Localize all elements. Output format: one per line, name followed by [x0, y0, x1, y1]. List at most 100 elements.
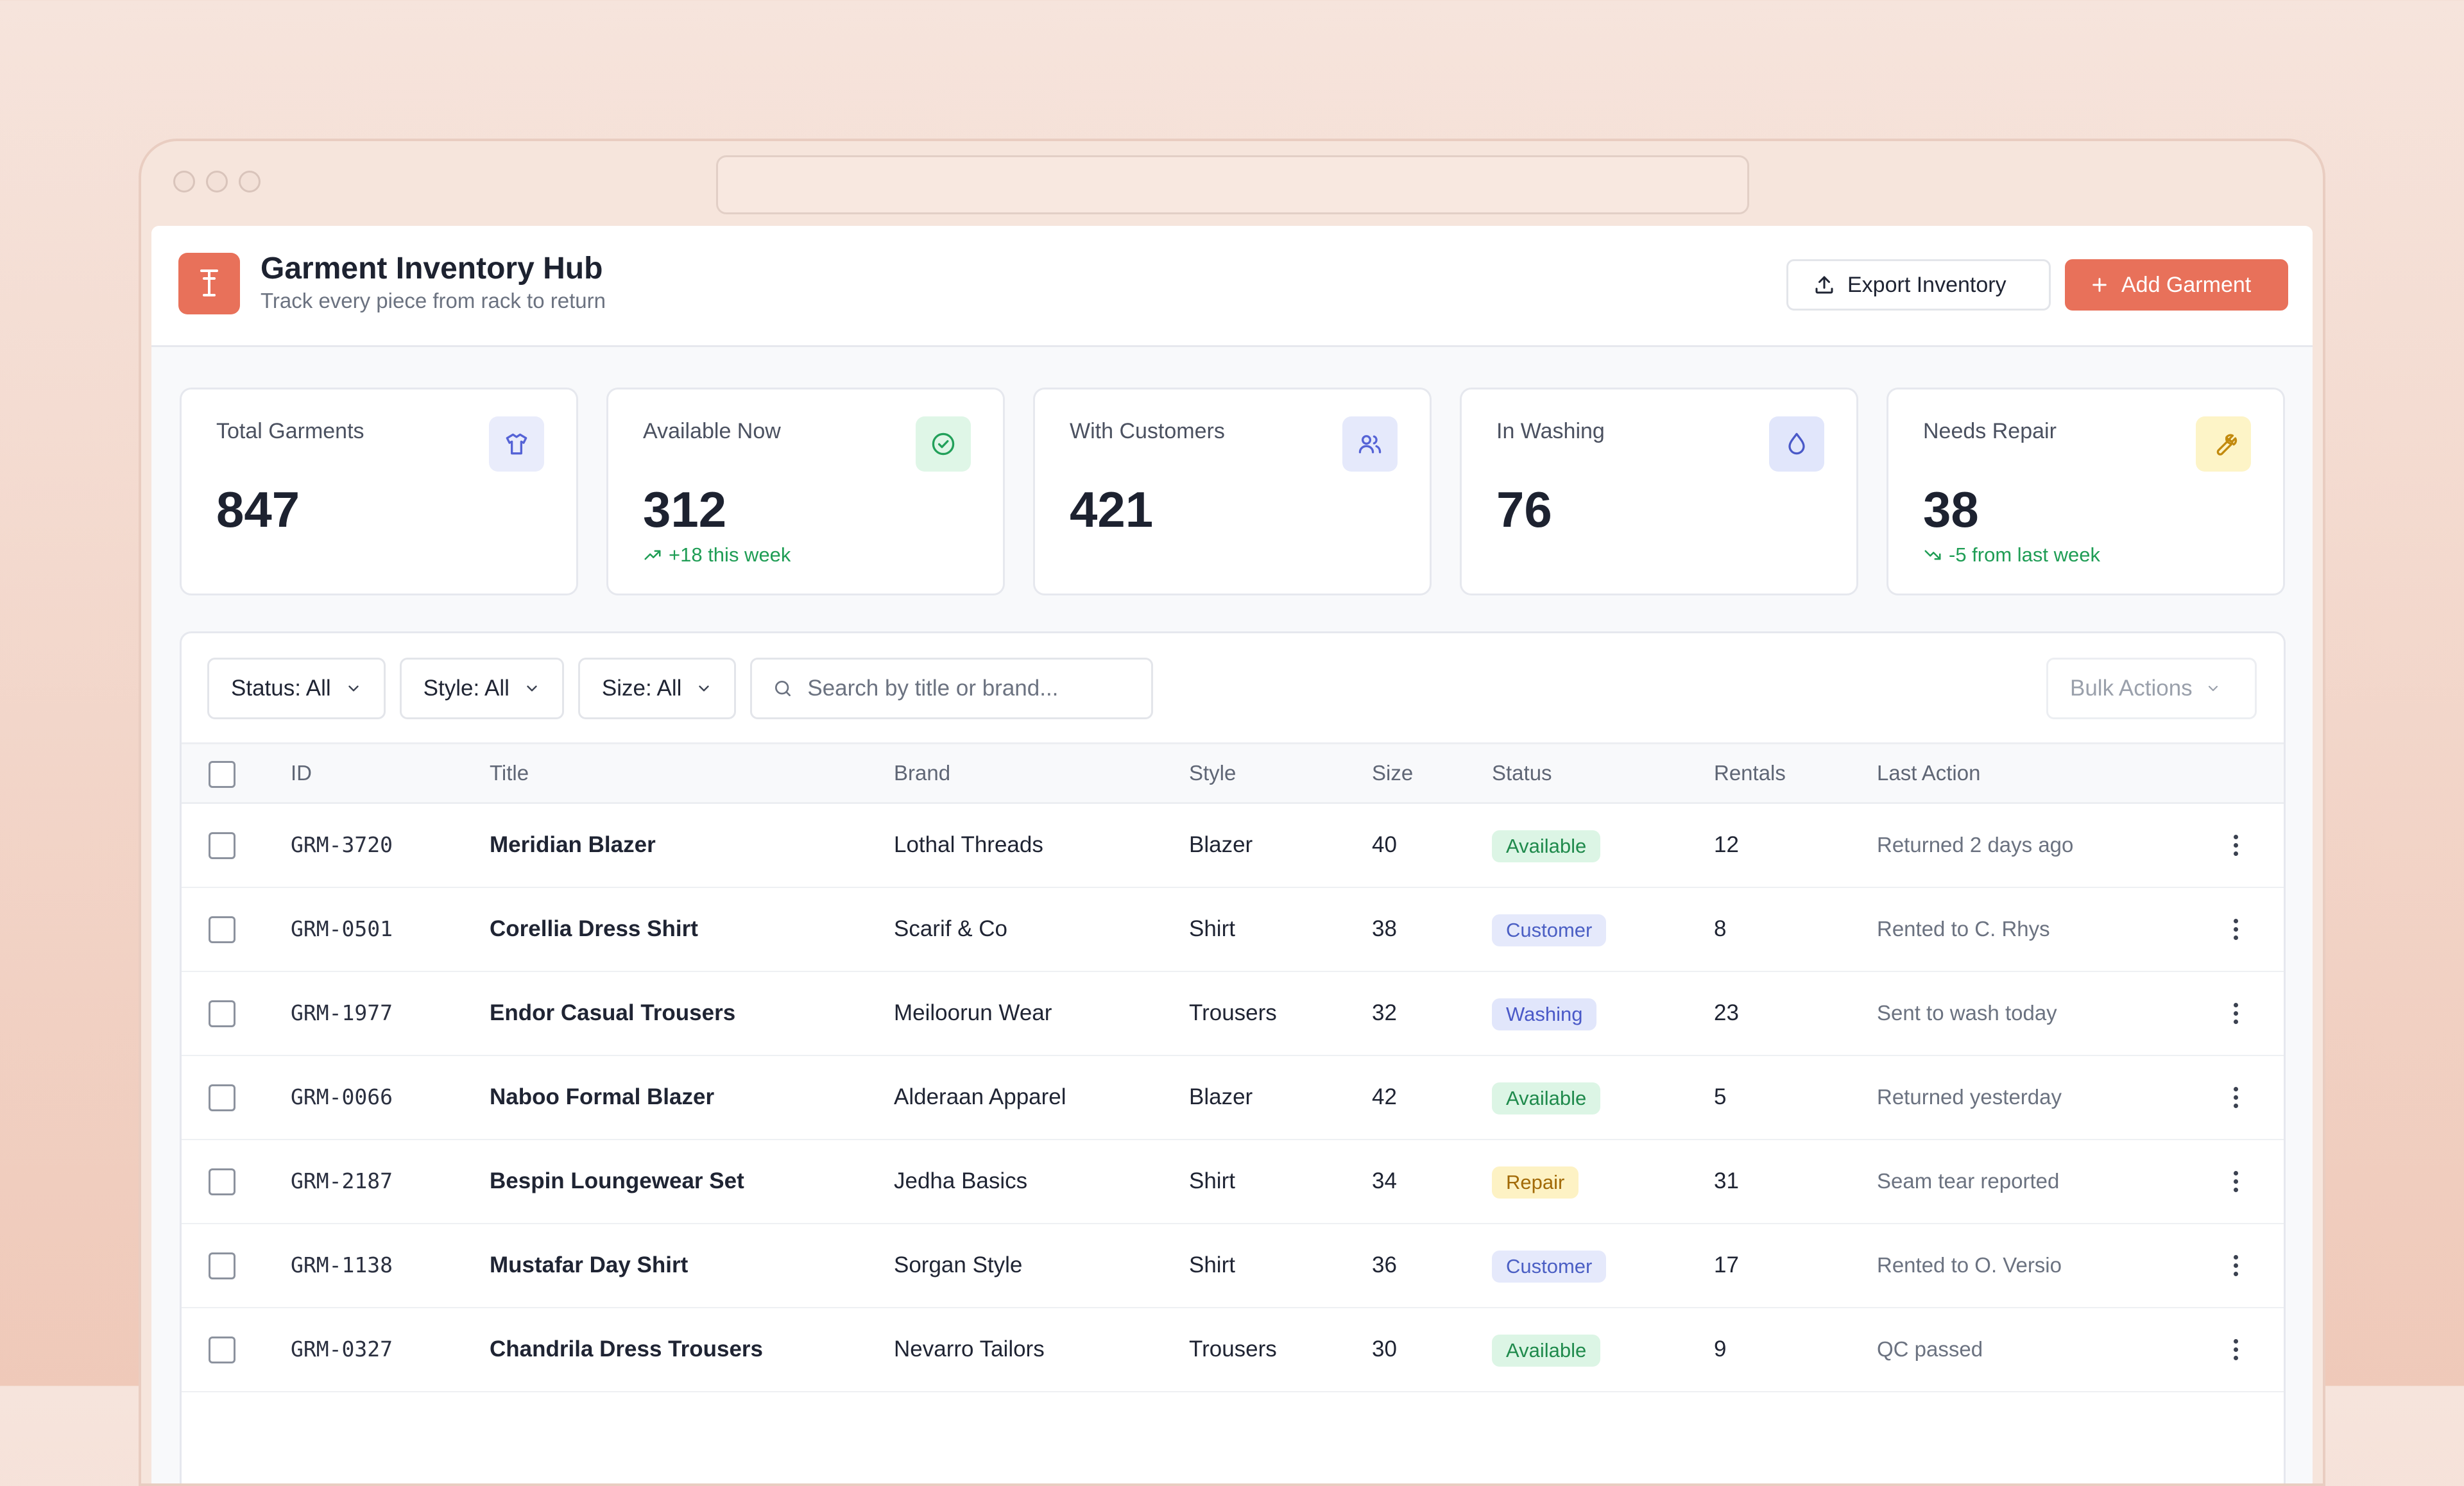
cell-id: GRM-0066 — [291, 1084, 393, 1109]
stat-card-in-washing: In Washing 76 — [1460, 388, 1858, 595]
table-row[interactable]: GRM-2187 Bespin Loungewear Set Jedha Basic… — [182, 1140, 2284, 1224]
cell-last-action: Sent to wash today — [1877, 1001, 2057, 1025]
style-filter[interactable]: Style: All — [399, 658, 564, 719]
droplet-icon — [1769, 416, 1824, 472]
cell-title: Naboo Formal Blazer — [490, 1084, 715, 1109]
stats-row: Total Garments 847 Available Now 312 +18 thi… — [180, 388, 2285, 595]
stat-label: With Customers — [1070, 419, 1225, 443]
page-subtitle: Track every piece from rack to return — [261, 289, 606, 312]
stat-trend: -5 from last week — [1923, 543, 2100, 567]
app-header: Garment Inventory Hub Track every piece … — [151, 226, 2313, 347]
cell-last-action: Rented to O. Versio — [1877, 1253, 2062, 1277]
chevron-down-icon — [527, 685, 537, 692]
more-options-icon[interactable] — [2232, 1003, 2239, 1024]
select-all-checkbox[interactable] — [209, 761, 235, 788]
app-container: Garment Inventory Hub Track every piece … — [151, 226, 2313, 1483]
cell-title: Endor Casual Trousers — [490, 1000, 736, 1025]
col-last-action[interactable]: Last Action — [1877, 761, 1981, 785]
table-row[interactable]: GRM-0066 Naboo Formal Blazer Alderaan Appa… — [182, 1056, 2284, 1140]
cell-last-action: Returned yesterday — [1877, 1085, 2062, 1109]
search-input[interactable]: Search by title or brand... — [750, 658, 1154, 719]
cell-rentals: 9 — [1714, 1337, 1727, 1362]
cell-status: Customer — [1492, 888, 1607, 970]
cell-rentals: 23 — [1714, 1000, 1739, 1025]
filter-bar: Status: All Style: All Size: All Search … — [207, 658, 1154, 719]
cell-rentals: 8 — [1714, 916, 1727, 941]
address-bar[interactable] — [716, 155, 1749, 214]
cell-title: Mustafar Day Shirt — [490, 1252, 689, 1277]
cell-size: 40 — [1372, 832, 1397, 857]
search-icon — [775, 681, 791, 696]
col-brand[interactable]: Brand — [894, 761, 951, 785]
size-filter[interactable]: Size: All — [578, 658, 737, 719]
cell-brand: Sorgan Style — [894, 1252, 1023, 1277]
more-options-icon[interactable] — [2232, 1339, 2239, 1360]
table-row[interactable]: GRM-3720 Meridian Blazer Lothal Threads Bla… — [182, 804, 2284, 888]
cell-size: 34 — [1372, 1168, 1397, 1193]
row-checkbox[interactable] — [209, 1000, 235, 1027]
status-badge: Available — [1492, 830, 1601, 862]
col-id[interactable]: ID — [291, 761, 312, 785]
cell-last-action: Seam tear reported — [1877, 1169, 2060, 1193]
row-checkbox[interactable] — [209, 832, 235, 859]
shirt-icon — [489, 416, 544, 472]
row-checkbox[interactable] — [209, 1084, 235, 1111]
maximize-window-dot[interactable] — [239, 171, 261, 192]
row-checkbox[interactable] — [209, 916, 235, 943]
cell-brand: Meiloorun Wear — [894, 1000, 1052, 1025]
cell-id: GRM-2187 — [291, 1168, 393, 1193]
col-title[interactable]: Title — [490, 761, 529, 785]
more-options-icon[interactable] — [2232, 1171, 2239, 1192]
col-rentals[interactable]: Rentals — [1714, 761, 1786, 785]
stat-card-needs-repair: Needs Repair 38 -5 from last week — [1887, 388, 2285, 595]
cell-rentals: 17 — [1714, 1252, 1739, 1277]
cell-status: Available — [1492, 1308, 1601, 1390]
more-options-icon[interactable] — [2232, 1255, 2239, 1276]
stat-label: Available Now — [643, 419, 781, 443]
stat-value: 76 — [1496, 481, 1552, 538]
row-checkbox[interactable] — [209, 1337, 235, 1363]
cell-last-action: Rented to C. Rhys — [1877, 917, 2050, 941]
stat-trend-text: -5 from last week — [1949, 543, 2101, 566]
status-filter-label: Status: All — [231, 676, 331, 701]
size-filter-label: Size: All — [601, 676, 682, 701]
stat-label: In Washing — [1496, 419, 1605, 443]
add-garment-button[interactable]: Add Garment — [2065, 259, 2288, 311]
table-header: ID Title Brand Style Size Status Rentals… — [182, 742, 2284, 804]
more-options-icon[interactable] — [2232, 835, 2239, 856]
table-row[interactable]: GRM-1138 Mustafar Day Shirt Sorgan Style Sh… — [182, 1224, 2284, 1308]
page-title: Garment Inventory Hub — [261, 252, 603, 286]
cell-id: GRM-3720 — [291, 832, 393, 857]
cell-status: Washing — [1492, 972, 1597, 1054]
cell-title: Corellia Dress Shirt — [490, 916, 698, 941]
browser-window: Garment Inventory Hub Track every piece … — [139, 139, 2325, 1486]
row-checkbox[interactable] — [209, 1168, 235, 1195]
close-window-dot[interactable] — [173, 171, 195, 192]
status-filter[interactable]: Status: All — [207, 658, 386, 719]
status-badge: Repair — [1492, 1166, 1579, 1199]
more-options-icon[interactable] — [2232, 1087, 2239, 1108]
col-size[interactable]: Size — [1372, 761, 1414, 785]
col-style[interactable]: Style — [1189, 761, 1236, 785]
cell-brand: Lothal Threads — [894, 832, 1043, 857]
stat-trend: +18 this week — [643, 543, 791, 567]
export-label: Export Inventory — [1847, 272, 2006, 297]
chevron-down-icon — [348, 685, 359, 692]
add-label: Add Garment — [2121, 272, 2252, 297]
chevron-down-icon — [699, 685, 710, 692]
table-row[interactable]: GRM-0501 Corellia Dress Shirt Scarif & Co S… — [182, 888, 2284, 972]
cell-rentals: 5 — [1714, 1084, 1727, 1109]
stat-label: Needs Repair — [1923, 419, 2057, 443]
minimize-window-dot[interactable] — [206, 171, 228, 192]
table-row[interactable]: GRM-1977 Endor Casual Trousers Meiloorun W… — [182, 972, 2284, 1056]
cell-id: GRM-0327 — [291, 1337, 393, 1362]
row-checkbox[interactable] — [209, 1252, 235, 1279]
table-row[interactable]: GRM-0327 Chandrila Dress Trousers Nevarro … — [182, 1308, 2284, 1392]
bulk-actions-button[interactable]: Bulk Actions — [2046, 658, 2257, 719]
col-status[interactable]: Status — [1492, 761, 1552, 785]
more-options-icon[interactable] — [2232, 919, 2239, 940]
cell-style: Trousers — [1189, 1000, 1277, 1025]
stat-value: 847 — [216, 481, 300, 538]
cell-rentals: 12 — [1714, 832, 1739, 857]
export-inventory-button[interactable]: Export Inventory — [1786, 259, 2051, 311]
